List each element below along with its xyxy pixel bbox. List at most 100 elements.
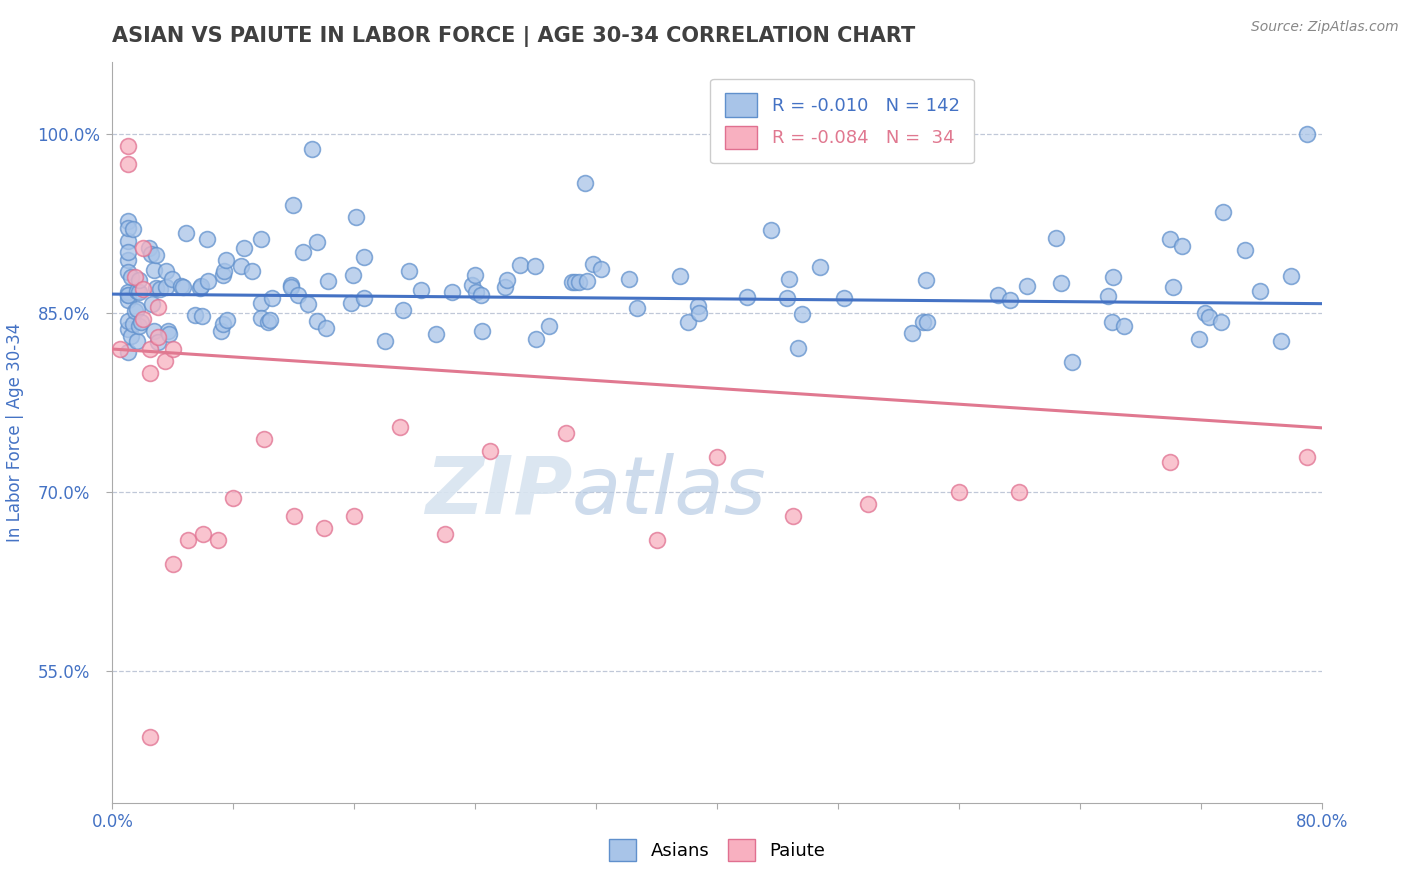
Point (1159, 232, 1181, 246)
Point (117, 314, 139, 328)
Point (782, 509, 804, 524)
Point (787, 341, 810, 355)
Point (128, 273, 150, 287)
Point (291, 245, 314, 260)
Point (143, 324, 166, 338)
Point (1159, 455, 1181, 469)
Point (465, 285, 488, 300)
Point (669, 268, 692, 283)
Point (911, 315, 934, 329)
Point (146, 330, 169, 344)
Point (344, 210, 367, 224)
Point (146, 335, 169, 350)
Point (433, 527, 456, 541)
Point (117, 285, 139, 300)
Point (197, 274, 219, 288)
Point (155, 279, 177, 293)
Point (1212, 204, 1234, 219)
Point (139, 247, 162, 261)
Point (149, 282, 172, 296)
Point (471, 324, 494, 338)
Point (582, 257, 605, 271)
Point (157, 326, 180, 341)
Point (297, 296, 319, 310)
Point (1112, 318, 1135, 333)
Point (1101, 315, 1123, 329)
Point (280, 280, 302, 294)
Point (1062, 355, 1084, 369)
Point (1161, 280, 1184, 294)
Point (156, 325, 179, 339)
Point (124, 304, 146, 318)
Point (987, 287, 1010, 301)
Point (808, 260, 831, 275)
Point (146, 300, 169, 314)
Point (124, 270, 146, 285)
Point (125, 285, 148, 299)
Point (523, 259, 546, 273)
Point (211, 268, 233, 283)
Point (259, 312, 281, 326)
Point (132, 282, 155, 296)
Point (564, 276, 586, 290)
Point (128, 285, 150, 300)
Point (215, 312, 238, 326)
Point (1008, 485, 1031, 500)
Point (537, 318, 560, 333)
Point (128, 318, 150, 333)
Point (776, 292, 799, 306)
Point (645, 533, 668, 547)
Point (190, 279, 212, 293)
Point (1295, 450, 1317, 464)
Point (117, 288, 139, 302)
Point (143, 263, 166, 277)
Point (470, 288, 492, 302)
Point (589, 262, 612, 277)
Point (318, 274, 340, 288)
Point (688, 299, 710, 313)
Point (120, 269, 142, 284)
Point (139, 730, 162, 744)
Point (117, 245, 139, 260)
Point (117, 157, 139, 171)
Point (127, 334, 149, 348)
Point (900, 326, 922, 340)
Point (191, 309, 214, 323)
Point (253, 432, 276, 446)
Point (172, 280, 194, 294)
Point (125, 302, 148, 317)
Point (117, 220, 139, 235)
Point (568, 276, 591, 290)
Point (212, 264, 235, 278)
Point (307, 314, 329, 328)
Point (1270, 334, 1292, 348)
Text: ASIAN VS PAIUTE IN LABOR FORCE | AGE 30-34 CORRELATION CHART: ASIAN VS PAIUTE IN LABOR FORCE | AGE 30-… (112, 26, 915, 46)
Point (461, 278, 484, 293)
Point (576, 274, 599, 288)
Point (574, 176, 596, 190)
Point (1045, 230, 1067, 244)
Point (409, 283, 432, 297)
Point (250, 310, 273, 325)
Text: Source: ZipAtlas.com: Source: ZipAtlas.com (1251, 20, 1399, 34)
Point (1279, 268, 1302, 283)
Point (1249, 284, 1271, 298)
Point (856, 497, 880, 511)
Point (915, 273, 938, 287)
Point (353, 251, 375, 265)
Point (1097, 289, 1119, 303)
Point (145, 248, 167, 262)
Point (524, 332, 547, 346)
Point (117, 213, 139, 227)
Point (832, 291, 855, 305)
Point (117, 253, 139, 268)
Point (260, 291, 283, 305)
Point (1188, 332, 1211, 346)
Point (117, 265, 139, 279)
Point (301, 142, 323, 156)
Point (1101, 269, 1123, 284)
Point (139, 366, 162, 380)
Point (160, 272, 183, 286)
Point (188, 281, 211, 295)
Point (145, 280, 167, 294)
